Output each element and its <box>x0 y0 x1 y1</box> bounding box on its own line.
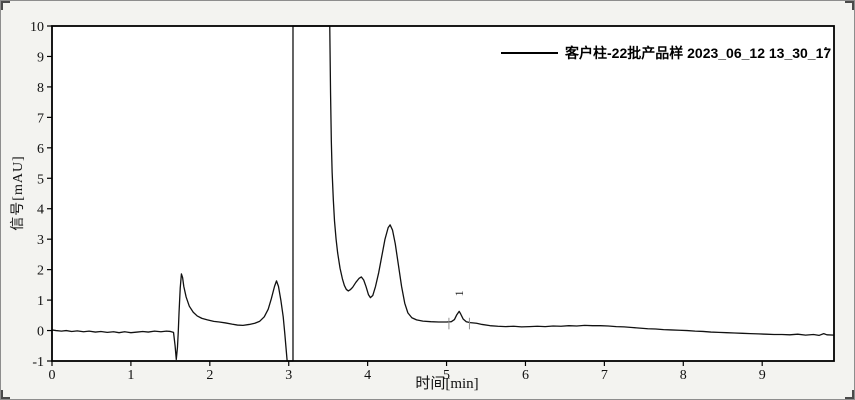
y-tick-label: 2 <box>37 264 44 279</box>
frame-corner <box>1 390 10 399</box>
x-tick-label: 9 <box>759 368 766 383</box>
x-tick-label: 6 <box>522 368 529 383</box>
plot-frame <box>51 25 835 362</box>
legend-sample-label: 客户柱-22批产品样 2023_06_12 13_30_17 <box>565 45 832 61</box>
y-tick-label: 7 <box>37 111 44 126</box>
y-tick-label: 0 <box>37 325 44 340</box>
plot-area <box>52 26 834 361</box>
frame-corner <box>845 390 854 399</box>
frame-corner <box>1 1 10 10</box>
y-tick-label: 1 <box>37 294 44 309</box>
signal-trace <box>51 25 835 362</box>
legend-line-swatch <box>501 52 558 54</box>
legend-trailing-dot: . <box>824 37 828 52</box>
y-tick-label: 9 <box>37 50 44 65</box>
y-tick-label: 8 <box>37 81 44 96</box>
legend: 客户柱-22批产品样 2023_06_12 13_30_17 <box>501 44 831 62</box>
y-tick-label: 4 <box>37 203 44 218</box>
frame-corner <box>845 1 854 10</box>
x-axis-label: 时间[min] <box>415 376 479 392</box>
x-tick-label: 8 <box>680 368 687 383</box>
x-tick-label: 2 <box>206 368 213 383</box>
x-tick-label: 3 <box>285 368 292 383</box>
y-tick-label: 10 <box>30 20 44 35</box>
y-tick-label: 6 <box>37 142 44 157</box>
x-tick-label: 0 <box>49 368 56 383</box>
y-tick-label: -1 <box>32 355 44 370</box>
x-tick-label: 7 <box>601 368 608 383</box>
x-tick-label: 5 <box>443 368 450 383</box>
x-tick-label: 1 <box>127 368 134 383</box>
y-tick-label: 5 <box>37 172 44 187</box>
x-tick-label: 4 <box>364 368 371 383</box>
y-axis-label: 信号[mAU] <box>11 155 26 231</box>
peak-number-label: 1 <box>452 290 466 296</box>
y-tick-label: 3 <box>37 233 44 248</box>
